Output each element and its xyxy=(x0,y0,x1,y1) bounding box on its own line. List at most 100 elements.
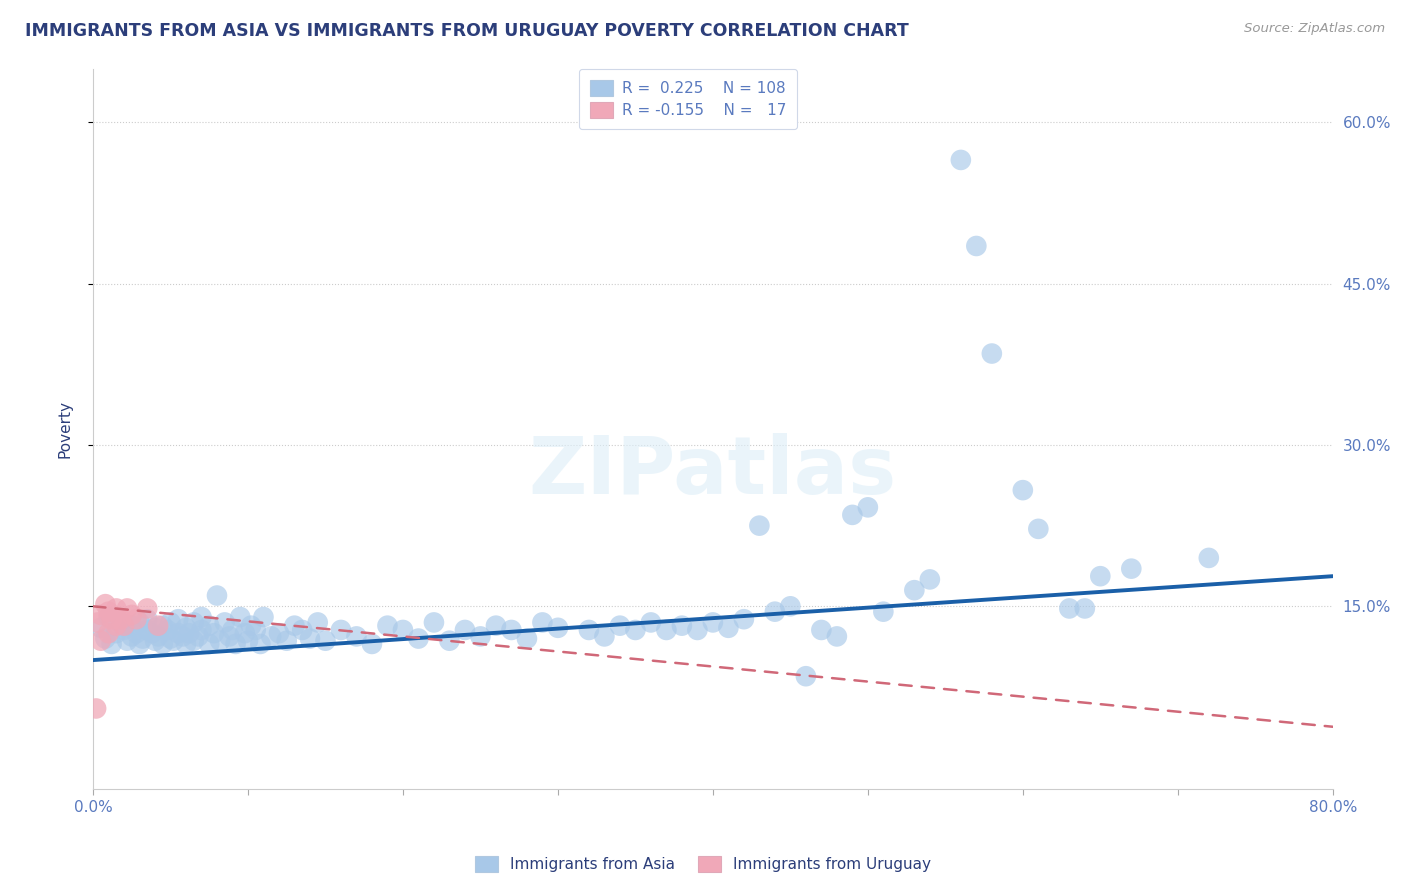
Point xyxy=(167,626,190,640)
Point xyxy=(245,623,267,637)
Point xyxy=(218,629,240,643)
Y-axis label: Poverty: Poverty xyxy=(58,400,72,458)
Point xyxy=(146,629,169,643)
Point xyxy=(152,618,174,632)
Legend: R =  0.225    N = 108, R = -0.155    N =   17: R = 0.225 N = 108, R = -0.155 N = 17 xyxy=(579,69,797,129)
Point xyxy=(105,618,128,632)
Point xyxy=(125,612,148,626)
Point xyxy=(841,508,863,522)
Point xyxy=(90,621,112,635)
Point xyxy=(748,518,770,533)
Point xyxy=(346,629,368,643)
Point xyxy=(531,615,554,630)
Point xyxy=(686,623,709,637)
Point xyxy=(162,633,184,648)
Point xyxy=(225,637,247,651)
Point xyxy=(903,583,925,598)
Point xyxy=(1090,569,1112,583)
Point xyxy=(980,346,1002,360)
Point xyxy=(115,633,138,648)
Point xyxy=(177,626,200,640)
Point xyxy=(143,621,166,635)
Point xyxy=(121,629,143,643)
Point xyxy=(377,618,399,632)
Point xyxy=(136,623,159,637)
Point xyxy=(121,607,143,622)
Point xyxy=(733,612,755,626)
Point xyxy=(190,623,212,637)
Point xyxy=(267,626,290,640)
Point xyxy=(965,239,987,253)
Point xyxy=(174,621,197,635)
Point xyxy=(249,637,271,651)
Point xyxy=(1198,550,1220,565)
Point xyxy=(240,618,263,632)
Point xyxy=(143,633,166,648)
Point xyxy=(141,626,163,640)
Point xyxy=(1121,562,1143,576)
Point xyxy=(856,500,879,515)
Point xyxy=(125,626,148,640)
Point xyxy=(97,626,120,640)
Point xyxy=(252,610,274,624)
Point xyxy=(205,589,228,603)
Point xyxy=(516,632,538,646)
Point xyxy=(547,621,569,635)
Point xyxy=(131,632,153,646)
Point xyxy=(283,618,305,632)
Point xyxy=(671,618,693,632)
Point xyxy=(918,573,941,587)
Point xyxy=(97,605,120,619)
Point xyxy=(100,612,122,626)
Point xyxy=(128,637,150,651)
Point xyxy=(105,601,128,615)
Point xyxy=(156,623,179,637)
Point xyxy=(392,623,415,637)
Point xyxy=(121,618,143,632)
Point xyxy=(763,605,786,619)
Point xyxy=(159,615,181,630)
Point xyxy=(361,637,384,651)
Point xyxy=(470,629,492,643)
Point xyxy=(454,623,477,637)
Point xyxy=(260,629,283,643)
Point xyxy=(128,615,150,630)
Point xyxy=(136,601,159,615)
Point xyxy=(501,623,523,637)
Point xyxy=(229,610,252,624)
Point xyxy=(202,626,225,640)
Point xyxy=(110,612,132,626)
Point xyxy=(90,607,112,622)
Point xyxy=(94,632,117,646)
Point xyxy=(233,626,256,640)
Point xyxy=(152,637,174,651)
Point xyxy=(112,623,135,637)
Point xyxy=(624,623,647,637)
Point xyxy=(86,615,108,630)
Point xyxy=(408,632,430,646)
Point xyxy=(236,633,259,648)
Text: IMMIGRANTS FROM ASIA VS IMMIGRANTS FROM URUGUAY POVERTY CORRELATION CHART: IMMIGRANTS FROM ASIA VS IMMIGRANTS FROM … xyxy=(25,22,910,40)
Point xyxy=(183,615,205,630)
Point xyxy=(949,153,972,167)
Point xyxy=(84,701,107,715)
Text: ZIPatlas: ZIPatlas xyxy=(529,434,897,511)
Point xyxy=(136,612,159,626)
Point xyxy=(209,633,232,648)
Point xyxy=(115,601,138,615)
Point xyxy=(314,633,336,648)
Point xyxy=(1059,601,1081,615)
Point xyxy=(94,597,117,611)
Point xyxy=(110,615,132,630)
Point xyxy=(640,615,662,630)
Point xyxy=(97,610,120,624)
Point xyxy=(717,621,740,635)
Point xyxy=(190,610,212,624)
Text: Source: ZipAtlas.com: Source: ZipAtlas.com xyxy=(1244,22,1385,36)
Point xyxy=(90,633,112,648)
Point xyxy=(609,618,631,632)
Point xyxy=(1074,601,1097,615)
Point xyxy=(1011,483,1033,497)
Point xyxy=(221,623,243,637)
Point xyxy=(578,623,600,637)
